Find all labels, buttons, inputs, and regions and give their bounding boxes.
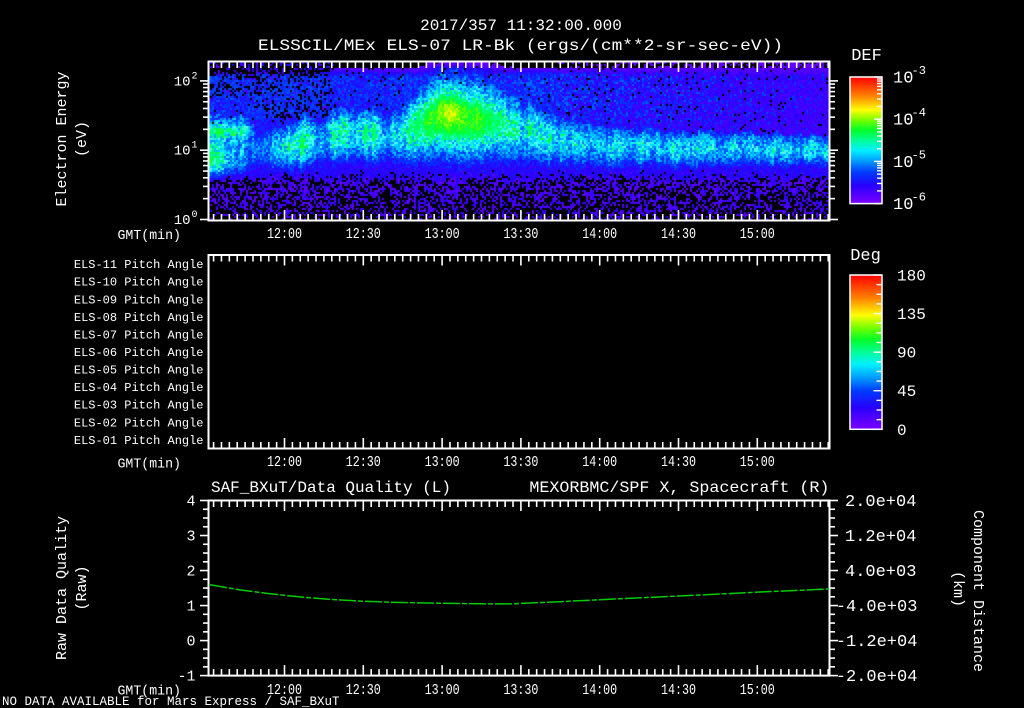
svg-text:10: 10 <box>893 154 913 173</box>
svg-text:-6: -6 <box>912 191 926 205</box>
svg-text:Raw Data Quality: Raw Data Quality <box>54 516 71 660</box>
svg-text:90: 90 <box>897 345 916 363</box>
svg-text:GMT(min): GMT(min) <box>118 457 182 473</box>
svg-text:4: 4 <box>186 494 195 511</box>
svg-text:12:00: 12:00 <box>267 683 302 699</box>
svg-text:ELS-02 Pitch Angle: ELS-02 Pitch Angle <box>74 416 204 430</box>
svg-text:13:00: 13:00 <box>425 683 460 699</box>
svg-text:ELS-01 Pitch Angle: ELS-01 Pitch Angle <box>74 434 204 448</box>
svg-text:ELS-07 Pitch Angle: ELS-07 Pitch Angle <box>74 328 204 342</box>
svg-text:10: 10 <box>893 112 913 131</box>
svg-text:14:00: 14:00 <box>582 227 617 243</box>
svg-text:14:00: 14:00 <box>582 683 617 699</box>
svg-text:ELS-05 Pitch Angle: ELS-05 Pitch Angle <box>74 364 204 378</box>
svg-text:2017/357 11:32:00.000: 2017/357 11:32:00.000 <box>420 17 622 35</box>
svg-text:ELS-09 Pitch Angle: ELS-09 Pitch Angle <box>74 293 204 307</box>
svg-text:Deg: Deg <box>850 247 881 266</box>
svg-text:14:30: 14:30 <box>661 455 696 471</box>
svg-text:45: 45 <box>897 383 916 401</box>
svg-text:4.0e+03: 4.0e+03 <box>845 563 916 582</box>
svg-text:NO DATA AVAILABLE for Mars Exp: NO DATA AVAILABLE for Mars Express / SAF… <box>2 695 340 708</box>
svg-text:15:00: 15:00 <box>740 455 775 471</box>
svg-text:GMT(min): GMT(min) <box>118 228 182 244</box>
svg-text:ELS-10 Pitch Angle: ELS-10 Pitch Angle <box>74 276 204 290</box>
svg-text:2: 2 <box>192 71 198 82</box>
svg-text:-4.0e+03: -4.0e+03 <box>836 598 918 617</box>
svg-text:13:30: 13:30 <box>503 455 538 471</box>
svg-text:12:00: 12:00 <box>267 455 302 471</box>
svg-text:MEXORBMC/SPF X, Spacecraft (R): MEXORBMC/SPF X, Spacecraft (R) <box>529 479 829 497</box>
svg-text:13:30: 13:30 <box>503 683 538 699</box>
svg-text:12:00: 12:00 <box>267 227 302 243</box>
svg-text:1.2e+04: 1.2e+04 <box>845 528 916 547</box>
svg-text:ELS-06 Pitch Angle: ELS-06 Pitch Angle <box>74 346 204 360</box>
svg-text:14:30: 14:30 <box>661 227 696 243</box>
svg-text:ELSSCIL/MEx ELS-07 LR-Bk (erg: ELSSCIL/MEx ELS-07 LR-Bk (ergs/(cm**2-sr… <box>258 37 783 55</box>
svg-text:15:00: 15:00 <box>740 227 775 243</box>
svg-text:(Raw): (Raw) <box>74 565 91 610</box>
svg-text:0: 0 <box>186 634 195 651</box>
svg-text:10: 10 <box>893 196 913 215</box>
svg-text:135: 135 <box>897 306 926 324</box>
svg-text:2: 2 <box>186 564 195 581</box>
svg-text:0: 0 <box>897 422 907 440</box>
svg-text:(eV): (eV) <box>74 121 91 157</box>
svg-text:3: 3 <box>186 529 195 546</box>
svg-text:15:00: 15:00 <box>740 683 775 699</box>
svg-text:ELS-11 Pitch Angle: ELS-11 Pitch Angle <box>74 258 204 272</box>
svg-text:ELS-08 Pitch Angle: ELS-08 Pitch Angle <box>74 311 204 325</box>
svg-text:ELS-03 Pitch Angle: ELS-03 Pitch Angle <box>74 399 204 413</box>
svg-text:Electron Energy: Electron Energy <box>54 71 71 206</box>
svg-text:12:30: 12:30 <box>346 683 381 699</box>
svg-text:-2.0e+04: -2.0e+04 <box>836 668 918 687</box>
svg-text:-3: -3 <box>912 64 926 78</box>
svg-text:13:00: 13:00 <box>425 455 460 471</box>
svg-text:SAF_BXuT/Data Quality (L): SAF_BXuT/Data Quality (L) <box>211 479 451 497</box>
svg-text:ELS-04 Pitch Angle: ELS-04 Pitch Angle <box>74 381 204 395</box>
svg-text:1: 1 <box>186 599 195 616</box>
svg-text:-1: -1 <box>177 669 195 686</box>
svg-text:GMT(min): GMT(min) <box>118 683 182 699</box>
svg-text:Component Distance: Component Distance <box>969 510 986 672</box>
svg-text:12:30: 12:30 <box>346 455 381 471</box>
svg-text:14:30: 14:30 <box>661 683 696 699</box>
svg-text:-4: -4 <box>912 106 926 120</box>
svg-text:DEF: DEF <box>851 47 882 66</box>
svg-text:2.0e+04: 2.0e+04 <box>845 493 916 512</box>
svg-text:1: 1 <box>192 141 198 152</box>
svg-text:-1.2e+04: -1.2e+04 <box>836 633 918 652</box>
svg-text:13:30: 13:30 <box>503 227 538 243</box>
svg-text:(km): (km) <box>949 571 966 607</box>
svg-text:13:00: 13:00 <box>425 227 460 243</box>
svg-text:-5: -5 <box>912 148 926 162</box>
svg-text:10: 10 <box>174 144 191 160</box>
svg-text:12:30: 12:30 <box>346 227 381 243</box>
svg-text:0: 0 <box>192 210 198 221</box>
svg-text:180: 180 <box>897 268 926 286</box>
svg-text:14:00: 14:00 <box>582 455 617 471</box>
svg-text:10: 10 <box>893 70 913 89</box>
svg-text:10: 10 <box>174 74 191 90</box>
svg-text:10: 10 <box>174 213 191 229</box>
